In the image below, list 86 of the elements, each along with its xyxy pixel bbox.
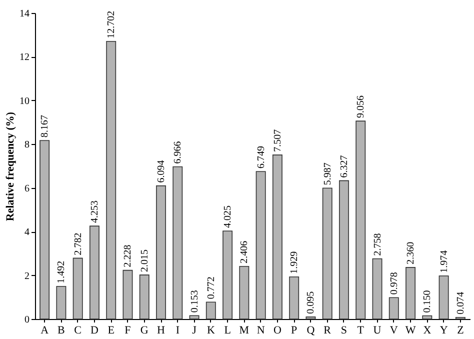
x-tick-label: U	[373, 324, 382, 336]
bar	[56, 286, 66, 320]
bar	[156, 185, 166, 320]
data-label: 8.167	[40, 114, 51, 138]
data-label: 2.015	[139, 249, 150, 272]
data-label: 6.327	[338, 155, 350, 178]
bar	[256, 171, 266, 320]
data-label: 1.974	[438, 250, 450, 273]
bar	[322, 188, 332, 320]
bar	[306, 316, 316, 320]
x-tick-label: Q	[306, 324, 315, 336]
bar	[272, 154, 282, 320]
data-label: 2.758	[372, 233, 384, 256]
bar	[222, 230, 233, 320]
bar	[206, 302, 216, 320]
bar	[122, 270, 133, 320]
data-label: 7.507	[272, 129, 284, 152]
data-label: 5.987	[322, 162, 334, 186]
y-tick-label: 0	[24, 314, 30, 326]
x-tick-label: Y	[440, 324, 448, 336]
x-tick-label: B	[58, 324, 65, 336]
x-tick-label: T	[357, 324, 364, 336]
y-tick-label: 8	[24, 140, 30, 151]
x-tick-label: E	[108, 324, 115, 336]
bar	[356, 120, 366, 320]
data-label: 2.782	[72, 232, 84, 256]
bar	[406, 267, 416, 320]
bar	[72, 258, 83, 320]
x-tick-label: W	[405, 324, 416, 336]
bar	[372, 258, 382, 320]
data-label: 0.150	[422, 290, 434, 313]
x-tick-label: S	[340, 324, 348, 336]
data-label: 4.025	[222, 206, 234, 228]
data-label: 2.228	[122, 244, 134, 268]
y-tick-label: 12	[20, 52, 30, 64]
x-tick-label: O	[273, 324, 282, 336]
x-tick-label: F	[124, 324, 131, 336]
bar	[438, 275, 449, 320]
bar	[189, 315, 200, 320]
data-label: 1.492	[56, 260, 68, 284]
data-label: 2.360	[406, 242, 417, 264]
data-label: 9.056	[356, 96, 367, 118]
y-tick-label: 4	[24, 227, 30, 238]
bar	[172, 166, 183, 320]
data-label: 6.094	[156, 160, 168, 183]
x-tick-label: J	[192, 324, 198, 336]
data-label: 0.978	[388, 272, 400, 295]
y-tick-label: 2	[24, 270, 30, 282]
x-tick-label: P	[291, 324, 298, 336]
x-tick-label: X	[423, 324, 432, 336]
x-tick-label: H	[157, 324, 166, 336]
x-tick-label: D	[90, 324, 98, 336]
data-label: 12.702	[106, 10, 118, 38]
x-tick-label: A	[40, 324, 49, 336]
bar	[40, 140, 50, 320]
x-tick-label: I	[176, 324, 180, 336]
x-tick-label: G	[140, 324, 148, 336]
x-tick-label: M	[239, 324, 250, 336]
y-tick-label: 10	[20, 96, 30, 107]
y-axis-title: Relative frequency (%)	[4, 112, 16, 222]
y-tick-label: 14	[20, 8, 30, 20]
bar	[388, 297, 399, 320]
data-label: 6.749	[256, 146, 267, 168]
bar	[239, 266, 250, 320]
y-tick-label: 6	[24, 183, 30, 194]
data-label: 0.772	[206, 276, 217, 300]
data-label: 2.406	[239, 240, 250, 264]
bar	[139, 274, 150, 320]
x-tick-label: C	[74, 324, 82, 336]
bar	[289, 276, 300, 320]
x-tick-label: Z	[457, 324, 464, 336]
data-label: 0.095	[306, 291, 317, 314]
data-label: 6.966	[172, 141, 184, 164]
bar	[106, 40, 116, 320]
data-label: 1.929	[289, 251, 300, 274]
x-tick-label: L	[224, 324, 232, 336]
x-tick-label: V	[390, 324, 398, 336]
bar	[422, 315, 432, 320]
x-tick-label: K	[206, 324, 215, 336]
bar	[89, 226, 100, 320]
x-tick-label: R	[324, 324, 332, 336]
data-label: 0.074	[455, 292, 466, 314]
x-tick-label: N	[256, 324, 265, 336]
bar	[339, 180, 349, 320]
data-label: 4.253	[89, 200, 100, 224]
data-label: 0.153	[189, 290, 200, 313]
